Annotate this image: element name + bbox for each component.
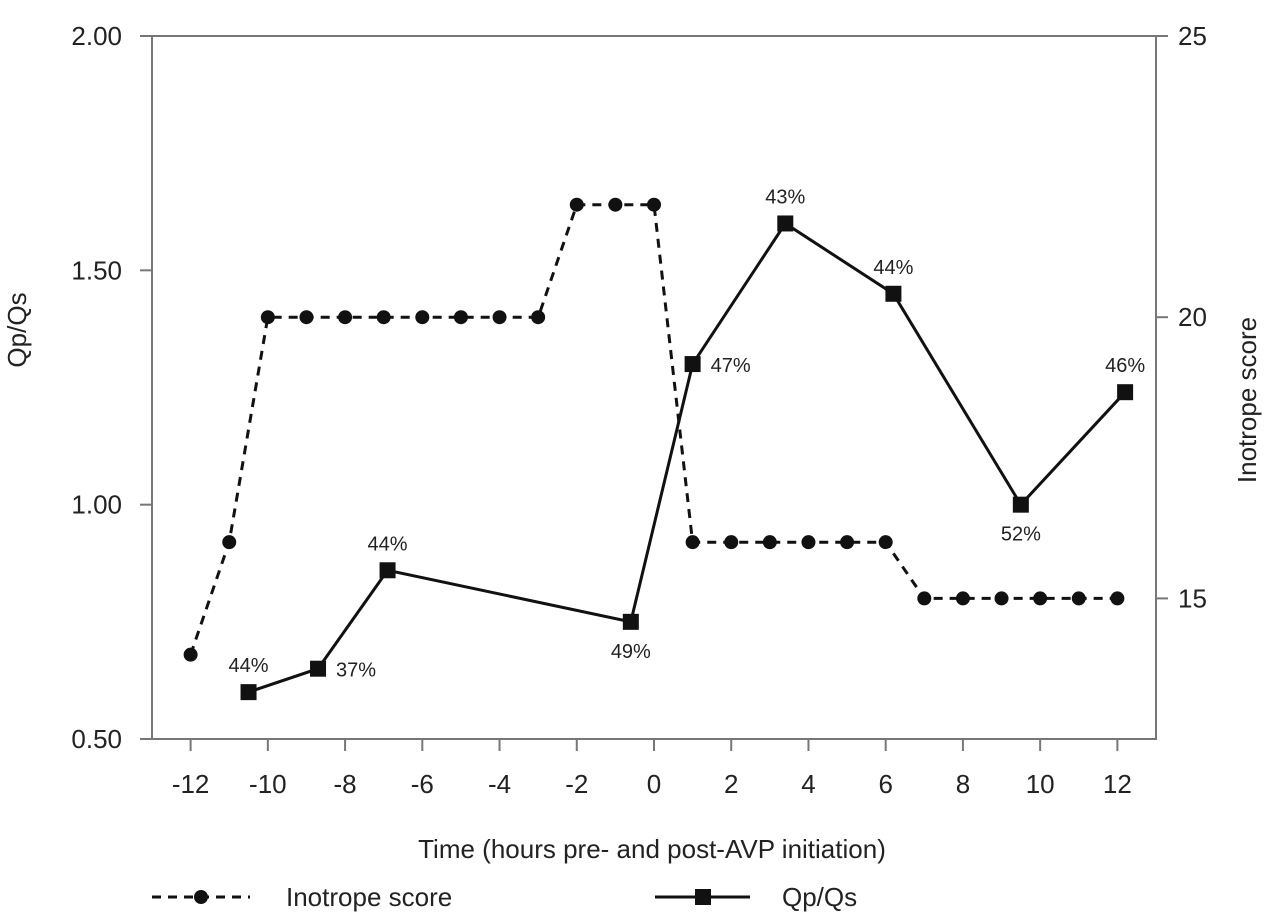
inotrope-score-point <box>376 310 391 325</box>
qpqs-data-label: 52% <box>1001 524 1041 546</box>
qpqs-point <box>622 613 639 630</box>
x-axis-title: Time (hours pre- and post-AVP initiation… <box>418 834 886 864</box>
legend-qpqs-marker <box>695 889 711 905</box>
qpqs-data-label: 37% <box>336 660 376 682</box>
x-tick-label: 8 <box>956 769 970 799</box>
x-tick-label: 2 <box>724 769 738 799</box>
series-inotrope-score <box>183 197 1125 662</box>
x-tick-label: 0 <box>647 769 661 799</box>
y2-axis-ticks: 15 20 25 <box>1156 21 1207 613</box>
inotrope-score-point <box>840 535 855 550</box>
y-axis-title: Qp/Qs <box>2 292 32 367</box>
x-tick-label: 6 <box>878 769 892 799</box>
qpqs-line <box>248 221 1127 694</box>
series-layer: 44% 37% 44% 49% 47% 43% 44% 52% 46% <box>183 186 1145 701</box>
qpqs-data-label: 47% <box>711 355 751 377</box>
qpqs-point <box>885 285 902 302</box>
qpqs-point <box>1012 496 1029 513</box>
y2-tick-label: 15 <box>1178 583 1207 613</box>
inotrope-score-point <box>955 591 970 606</box>
legend-inotrope-label: Inotrope score <box>286 882 452 912</box>
qpqs-data-label: 49% <box>611 641 651 663</box>
inotrope-score-point <box>878 535 893 550</box>
x-tick-label: -6 <box>411 769 434 799</box>
inotrope-score-point <box>299 310 314 325</box>
inotrope-score-point <box>724 535 739 550</box>
y-axis-ticks: 0.50 1.00 1.50 2.00 <box>71 21 152 754</box>
legend-inotrope-marker <box>194 890 208 904</box>
inotrope-score-point <box>260 310 275 325</box>
y-tick-label: 0.50 <box>71 724 122 754</box>
inotrope-score-point <box>492 310 507 325</box>
inotrope-score-point <box>994 591 1009 606</box>
qpqs-data-label: 44% <box>368 533 408 555</box>
x-tick-label: -10 <box>249 769 287 799</box>
inotrope-score-point <box>917 591 932 606</box>
y-tick-label: 1.00 <box>71 490 122 520</box>
y2-tick-label: 20 <box>1178 302 1207 332</box>
qpqs-data-label: 43% <box>765 186 805 208</box>
qpqs-point <box>379 562 396 579</box>
legend-item-qpqs: Qp/Qs <box>655 882 857 912</box>
inotrope-score-point <box>338 310 353 325</box>
legend: Inotrope score Qp/Qs <box>152 882 857 912</box>
qpqs-data-label: 44% <box>873 257 913 279</box>
inotrope-score-point <box>1033 591 1048 606</box>
x-tick-label: 10 <box>1026 769 1055 799</box>
qpqs-point <box>1117 384 1134 401</box>
inotrope-score-point <box>453 310 468 325</box>
inotrope-score-point <box>222 535 237 550</box>
x-axis-ticks: -12 -10 -8 -6 -4 -2 0 2 4 6 8 10 12 <box>172 739 1132 799</box>
inotrope-score-point <box>685 535 700 550</box>
inotrope-score-point <box>608 197 623 212</box>
y-tick-label: 2.00 <box>71 21 122 51</box>
inotrope-score-line <box>189 203 1118 656</box>
y2-axis-title: Inotrope score <box>1232 317 1262 483</box>
inotrope-score-point <box>647 197 661 212</box>
series-qpqs: 44% 37% 44% 49% 47% 43% 44% 52% 46% <box>229 186 1145 701</box>
inotrope-score-point <box>801 535 816 550</box>
qpqs-point <box>684 356 701 373</box>
qpqs-data-label: 44% <box>229 655 269 677</box>
inotrope-score-point <box>531 310 546 325</box>
x-tick-label: -4 <box>488 769 511 799</box>
inotrope-score-point <box>762 535 777 550</box>
x-tick-label: -2 <box>565 769 588 799</box>
x-tick-label: -12 <box>172 769 210 799</box>
qpqs-point <box>240 684 257 701</box>
inotrope-score-point <box>415 310 430 325</box>
x-tick-label: 4 <box>801 769 815 799</box>
qpqs-data-label: 46% <box>1105 355 1145 377</box>
qpqs-point <box>310 660 327 677</box>
legend-item-inotrope: Inotrope score <box>152 882 452 912</box>
legend-qpqs-label: Qp/Qs <box>782 882 857 912</box>
inotrope-score-point <box>1071 591 1086 606</box>
inotrope-score-point <box>569 197 584 212</box>
inotrope-score-point <box>1110 591 1125 606</box>
x-tick-label: -8 <box>334 769 357 799</box>
x-tick-label: 12 <box>1103 769 1132 799</box>
inotrope-score-point <box>183 647 198 662</box>
qpqs-point <box>777 215 794 232</box>
y-tick-label: 1.50 <box>71 255 122 285</box>
plot-frame <box>151 35 1157 740</box>
y2-tick-label: 25 <box>1178 21 1207 51</box>
